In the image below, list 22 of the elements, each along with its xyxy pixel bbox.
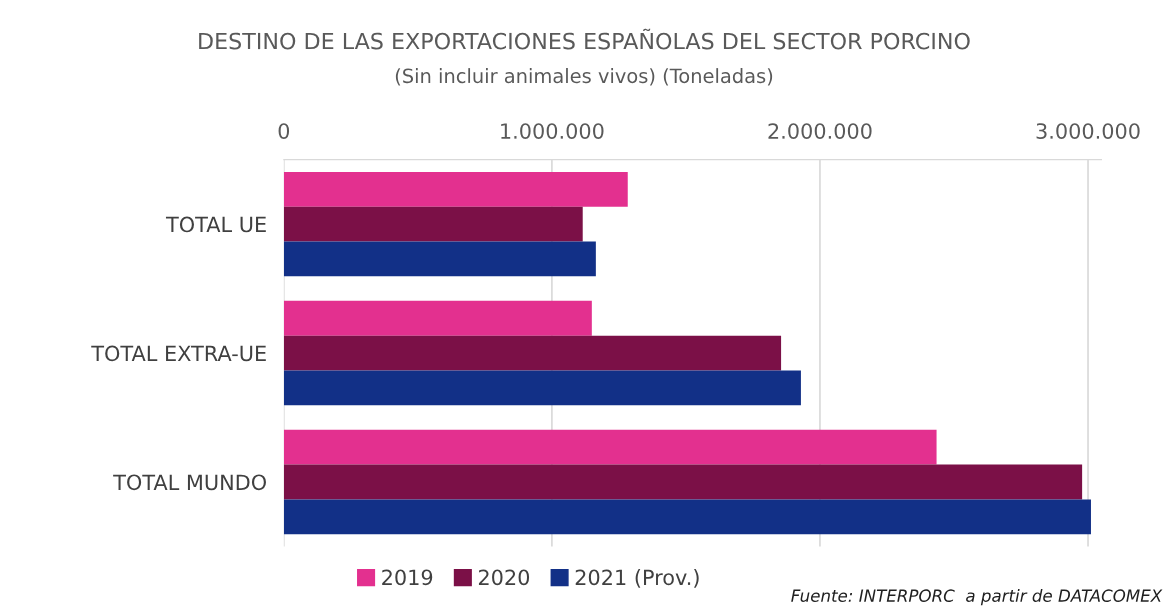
x-tick-label: 2.000.000 [768,123,872,139]
bar [283,370,801,406]
bar [283,335,782,371]
y-tick-label: TOTAL EXTRA-UE [91,345,266,362]
source-note: Fuente: INTERPORC a partir de DATACOMEX [791,589,1163,606]
legend-label: 2020 [478,569,530,586]
x-tick-label: 3.000.000 [1036,123,1140,139]
bar [283,206,583,242]
bar [283,171,628,207]
legend-label: 2019 [382,569,433,586]
bar [283,241,596,277]
bar [283,300,592,336]
y-tick-label: TOTAL MUNDO [113,474,266,491]
x-tick-label: 0 [278,123,290,139]
bar [283,464,1083,500]
bar [283,429,937,465]
chart-subtitle: (Sin incluir animales vivos) (Toneladas) [395,68,773,86]
x-tick-label: 1.000.000 [501,123,604,139]
bar [283,499,1091,535]
legend-label: 2021 (Prov.) [575,569,699,588]
chart-title: DESTINO DE LAS EXPORTACIONES ESPAÑOLAS DEL SECTOR PORCINO [199,28,970,50]
y-tick-label: TOTAL UE [165,216,266,233]
